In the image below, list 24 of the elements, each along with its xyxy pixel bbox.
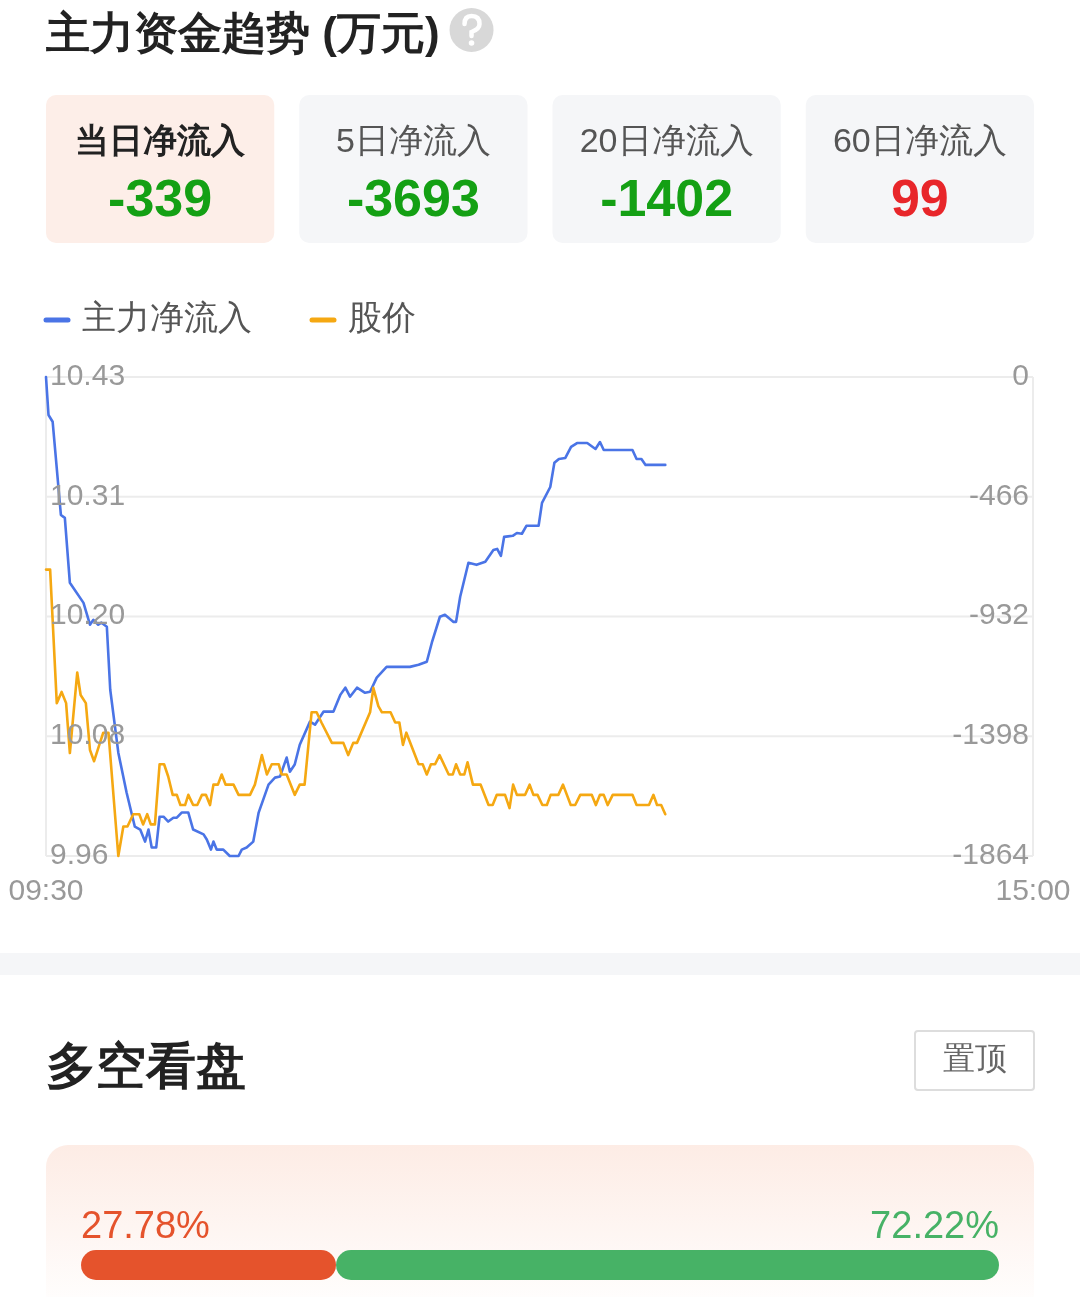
legend-label: 主力净流入	[82, 297, 252, 336]
y2-tick-label: -932	[968, 597, 1029, 631]
text: -339	[108, 169, 213, 227]
y-tick-label: 9.96	[50, 836, 109, 870]
category-label: 20日净流入	[579, 121, 754, 159]
data-label: 27.78%	[81, 1204, 210, 1246]
category-label: 60日净流入	[832, 121, 1007, 159]
y2-tick-label: -1398	[952, 717, 1029, 751]
text: -1402	[600, 169, 734, 227]
data-label: 72.22%	[870, 1204, 999, 1246]
text: 主力资金趋势 (万元)	[45, 8, 440, 57]
chart-title: 多空看盘	[46, 1038, 246, 1094]
y2-tick-label: -466	[968, 477, 1029, 511]
category-label: 当日净流入	[75, 121, 247, 159]
text: -3693	[346, 169, 480, 227]
y2-tick-label: -1864	[952, 836, 1029, 870]
x-tick-label: 09:30	[8, 873, 84, 906]
category-label: 5日净流入	[335, 121, 491, 159]
text: 置顶	[942, 1040, 1007, 1077]
y2-tick-label: 0	[1012, 357, 1029, 391]
legend-label: 股价	[348, 297, 416, 336]
x-tick-label: 15:00	[995, 873, 1071, 906]
y-tick-label: 10.43	[50, 357, 126, 391]
text: 99	[890, 169, 949, 227]
